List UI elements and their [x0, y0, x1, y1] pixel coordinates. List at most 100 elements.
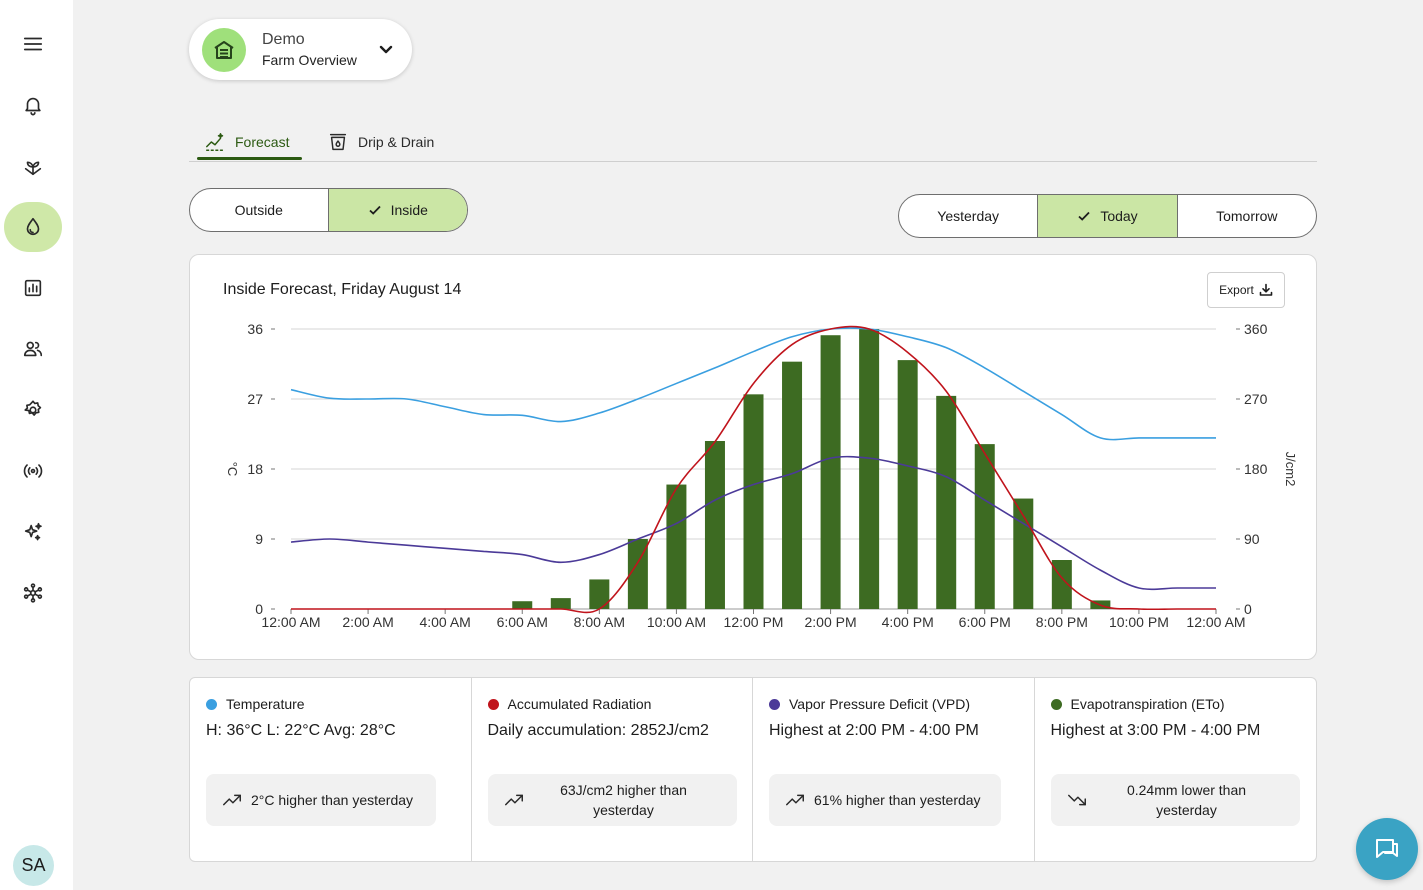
- farm-subtitle: Farm Overview: [262, 51, 357, 68]
- y-tick-label-left: 36: [247, 321, 263, 337]
- tab-bar: Forecast Drip & Drain: [189, 118, 1317, 162]
- eto-bar: [550, 598, 571, 609]
- radiation-line: [290, 325, 1216, 614]
- x-tick-label: 12:00 AM: [1186, 614, 1245, 630]
- stat-vpd: Vapor Pressure Deficit (VPD) Highest at …: [753, 678, 1035, 861]
- stat-title: Vapor Pressure Deficit (VPD): [789, 696, 971, 712]
- x-tick-label: 12:00 PM: [724, 614, 784, 630]
- bell-icon[interactable]: [4, 80, 62, 130]
- check-icon: [1078, 211, 1090, 221]
- x-tick-label: 6:00 AM: [497, 614, 548, 630]
- yesterday-button[interactable]: Yesterday: [899, 195, 1039, 237]
- eto-bar: [589, 579, 610, 609]
- stat-value: Daily accumulation: 2852J/cm2: [487, 722, 709, 739]
- legend-dot: [769, 698, 780, 710]
- eto-bar: [666, 484, 687, 609]
- legend-dot: [487, 698, 499, 710]
- stat-trend-box: 0.24mm lower than yesterday: [1050, 774, 1300, 826]
- tab-drip-drain[interactable]: Drip & Drain: [327, 124, 434, 160]
- y-tick-label-right: 270: [1244, 391, 1268, 407]
- x-tick-label: 6:00 PM: [959, 614, 1011, 630]
- x-tick-label: 2:00 AM: [342, 614, 393, 630]
- chat-icon: [1376, 839, 1398, 858]
- y-tick-label-right: 360: [1244, 321, 1268, 337]
- gear-icon[interactable]: [4, 385, 62, 435]
- sprout-icon[interactable]: [4, 141, 62, 191]
- stat-value: Highest at 2:00 PM - 4:00 PM: [769, 722, 979, 739]
- x-tick-label: 2:00 PM: [805, 614, 857, 630]
- eto-bar: [704, 441, 725, 609]
- y-tick-label-left: 18: [247, 461, 263, 477]
- tab-active-indicator: [197, 157, 302, 160]
- trend-down-icon: [1067, 794, 1086, 806]
- today-button[interactable]: Today: [1038, 195, 1178, 237]
- avatar[interactable]: SA: [13, 845, 54, 886]
- temperature-line: [290, 327, 1216, 441]
- y-tick-label-left: 9: [255, 531, 263, 547]
- outside-button[interactable]: Outside: [190, 189, 329, 231]
- y-tick-label-left: 27: [247, 391, 263, 407]
- eto-bar: [627, 539, 648, 609]
- farm-selector[interactable]: Demo Farm Overview: [189, 19, 412, 80]
- eto-bar: [974, 444, 995, 609]
- greenhouse-icon: [202, 27, 246, 72]
- tomorrow-button[interactable]: Tomorrow: [1178, 195, 1316, 237]
- y-tick-label-right: 90: [1244, 531, 1260, 547]
- eto-bar: [820, 335, 841, 609]
- y-tick-label-right: 180: [1244, 461, 1268, 477]
- farm-name: Demo: [262, 30, 305, 48]
- stat-title: Accumulated Radiation: [507, 696, 652, 712]
- stat-trend: 0.24mm lower than yesterday: [1126, 782, 1247, 818]
- network-icon[interactable]: [4, 568, 62, 618]
- y-axis-label-left: °C: [225, 462, 240, 477]
- chart-title: Inside Forecast, Friday August 14: [223, 281, 462, 298]
- chevron-down-icon[interactable]: [378, 41, 394, 57]
- trend-up-icon: [504, 794, 523, 806]
- y-axis-label-right: J/cm2: [1283, 452, 1298, 487]
- y-tick-label-left: 0: [255, 601, 263, 617]
- x-tick-label: 4:00 AM: [419, 614, 470, 630]
- sparkles-icon[interactable]: [4, 507, 62, 557]
- location-toggle: Outside Inside: [189, 188, 468, 232]
- x-tick-label: 4:00 PM: [882, 614, 934, 630]
- trend-up-icon: [786, 794, 804, 806]
- download-icon: [1259, 283, 1273, 296]
- eto-bar: [782, 361, 803, 609]
- eto-bar: [897, 360, 918, 609]
- tab-forecast-label: Forecast: [235, 134, 290, 150]
- stat-trend-box: 61% higher than yesterday: [769, 774, 1001, 826]
- users-icon[interactable]: [4, 324, 62, 374]
- stat-value: H: 36°C L: 22°C Avg: 28°C: [206, 722, 396, 739]
- stats-panel: Temperature H: 36°C L: 22°C Avg: 28°C 2°…: [189, 677, 1317, 862]
- stat-trend-box: 2°C higher than yesterday: [206, 774, 436, 826]
- trend-up-icon: [223, 794, 241, 806]
- forecast-chart-card: Inside Forecast, Friday August 14 Export…: [189, 254, 1317, 660]
- export-button[interactable]: Export: [1207, 272, 1285, 308]
- tomorrow-label: Tomorrow: [1216, 208, 1278, 224]
- bar-chart-icon[interactable]: [4, 263, 62, 313]
- water-drop-icon[interactable]: [4, 202, 62, 252]
- inside-label: Inside: [390, 202, 428, 218]
- stat-trend-box: 63J/cm2 higher than yesterday: [487, 774, 737, 826]
- stat-trend: 61% higher than yesterday: [814, 792, 981, 808]
- broadcast-icon[interactable]: [4, 446, 62, 496]
- stat-eto: Evapotranspiration (ETo) Highest at 3:00…: [1035, 678, 1317, 861]
- sidebar: SA: [0, 0, 73, 890]
- day-toggle: Yesterday Today Tomorrow: [898, 194, 1317, 238]
- stat-title: Temperature: [226, 696, 305, 712]
- legend-dot: [1050, 698, 1062, 710]
- tab-forecast[interactable]: Forecast: [204, 124, 289, 160]
- eto-bar: [743, 394, 764, 609]
- trend-sparkle-icon: [206, 133, 224, 151]
- y-tick-label-right: 0: [1244, 601, 1252, 617]
- check-icon: [368, 205, 381, 215]
- today-label: Today: [1100, 208, 1138, 224]
- chat-button[interactable]: [1356, 818, 1418, 880]
- export-label: Export: [1219, 283, 1254, 297]
- stat-trend: 2°C higher than yesterday: [251, 792, 414, 808]
- inside-button[interactable]: Inside: [328, 189, 467, 231]
- menu-icon[interactable]: [4, 19, 62, 69]
- stat-radiation: Accumulated Radiation Daily accumulation…: [472, 678, 753, 861]
- stat-value: Highest at 3:00 PM - 4:00 PM: [1050, 722, 1261, 739]
